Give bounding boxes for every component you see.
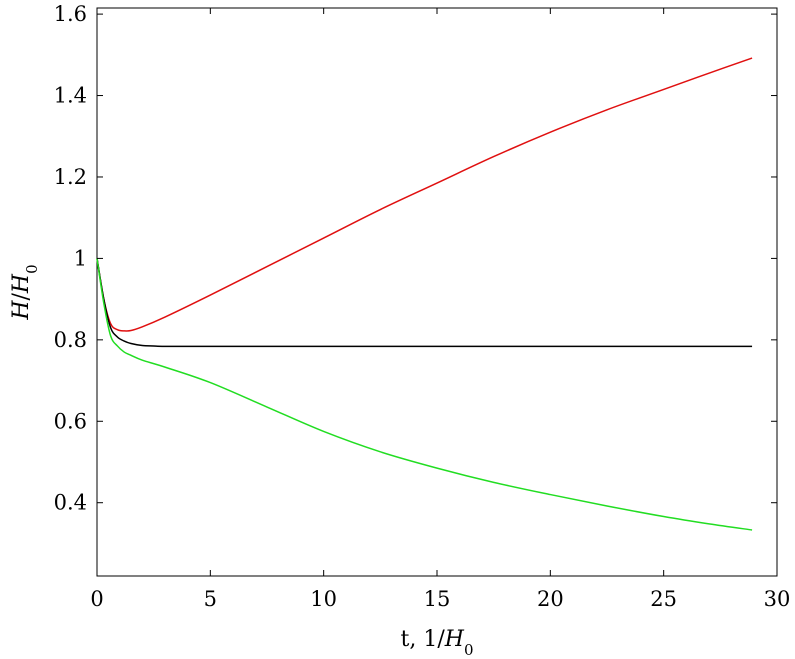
x-tick-label: 10 — [310, 587, 337, 611]
plot-frame — [96, 7, 778, 577]
x-tick-label: 20 — [537, 587, 564, 611]
series-line-2 — [96, 258, 753, 348]
y-tick-label: 1.4 — [54, 84, 87, 108]
x-tick-label: 0 — [90, 587, 103, 611]
x-tick-label: 15 — [424, 587, 451, 611]
series-line-3 — [96, 258, 753, 531]
y-axis-label: H/H0 — [9, 264, 41, 320]
x-tick-label: 25 — [650, 587, 677, 611]
x-tick-label: 30 — [764, 587, 791, 611]
ticks-layer: 0 5 10 15 20 25 30 0.4 0.6 0.8 1 1.2 1.4 1.6 — [54, 2, 791, 611]
y-tick-label: 0.4 — [54, 491, 87, 515]
x-tick-label: 5 — [204, 587, 217, 611]
y-tick-label: 1.2 — [54, 165, 87, 189]
y-tick-label: 0.6 — [54, 409, 87, 433]
y-tick-label: 0.8 — [54, 328, 87, 352]
series-line-1 — [96, 57, 753, 332]
series-layer — [96, 57, 753, 531]
y-tick-label: 1 — [74, 246, 87, 270]
y-tick-label: 1.6 — [54, 2, 87, 26]
x-axis-label: t, 1/H0 — [401, 627, 474, 659]
